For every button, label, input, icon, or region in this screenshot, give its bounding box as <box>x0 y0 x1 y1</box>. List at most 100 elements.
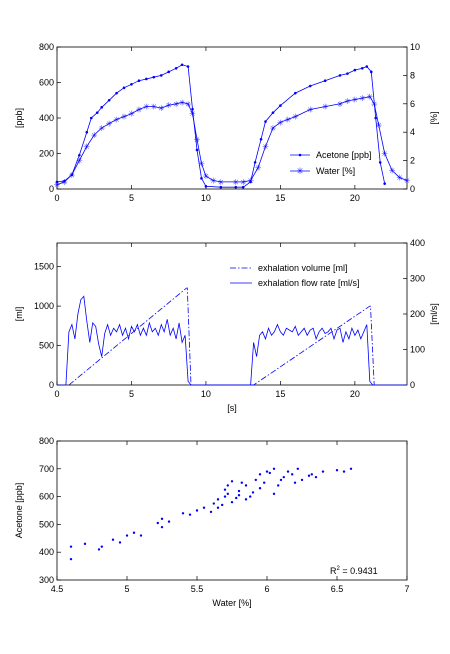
r-squared-sup: 2 <box>337 566 341 572</box>
legend-label-water: Water [%] <box>316 166 355 176</box>
scatter-point <box>310 473 313 476</box>
scatter-point <box>202 506 206 509</box>
water-point: ✳ <box>270 124 277 133</box>
acetone-point <box>249 180 252 184</box>
acetone-point <box>191 107 194 111</box>
chart1-yright-tick-label: 10 <box>410 42 420 52</box>
acetone-point <box>383 182 386 185</box>
scatter-point <box>223 495 227 498</box>
acetone-point <box>338 74 342 77</box>
water-point: ✳ <box>366 93 373 102</box>
water-point: ✳ <box>203 172 210 181</box>
acetone-point <box>95 111 99 114</box>
acetone-point <box>200 177 203 180</box>
chart3-x-tick-label: 6 <box>264 584 269 594</box>
chart2-yright-tick-label: 400 <box>410 238 425 248</box>
scatter-point <box>212 502 215 505</box>
chart2-yleft-tick-label: 1000 <box>34 301 54 311</box>
water-point: ✳ <box>76 157 83 166</box>
water-point: ✳ <box>277 118 284 127</box>
chart3-x-tick-label: 4.5 <box>51 584 64 594</box>
chart2-yleft-tick-label: 500 <box>39 341 54 351</box>
chart2-yright-tick-label: 200 <box>410 309 425 319</box>
acetone-point <box>361 67 364 70</box>
water-point: ✳ <box>217 178 224 187</box>
acetone-point <box>180 63 184 67</box>
water-point: ✳ <box>61 178 68 187</box>
water-point: ✳ <box>262 142 269 151</box>
chart1-x-tick-label: 20 <box>350 193 360 203</box>
acetone-point <box>259 138 263 141</box>
acetone-point <box>159 74 163 77</box>
water-point: ✳ <box>352 96 359 105</box>
scatter-point <box>188 513 192 516</box>
acetone-point <box>234 185 238 189</box>
chart1-x-tick-label: 0 <box>54 193 59 203</box>
water-point: ✳ <box>143 103 150 112</box>
acetone-point <box>130 82 133 86</box>
acetone-point <box>353 68 357 72</box>
acetone-point <box>308 84 312 88</box>
scatter-point <box>286 470 290 473</box>
scatter-point <box>216 506 220 509</box>
chart3-ylabel: Acetone [ppb] <box>14 483 24 539</box>
acetone-point <box>293 91 297 95</box>
water-point: ✳ <box>54 181 61 190</box>
chart1-x-tick-label: 5 <box>129 193 134 203</box>
acetone-point <box>89 116 93 120</box>
scatter-point <box>300 478 304 482</box>
acetone-point <box>152 75 156 79</box>
acetone-point <box>219 185 223 189</box>
scatter-point <box>111 538 115 541</box>
scatter-point <box>258 487 262 490</box>
water-point: ✳ <box>371 100 378 109</box>
acetone-point <box>167 70 171 74</box>
chart3-x-tick-label: 5.5 <box>191 584 204 594</box>
r-squared-annotation: R2 = 0.9431 <box>330 566 378 576</box>
water-point: ✳ <box>307 105 314 114</box>
legend-label-volume: exhalation volume [ml] <box>258 263 348 273</box>
chart1-yright-tick-label: 0 <box>410 184 415 194</box>
chart1-ylabel-left: [ppb] <box>14 108 24 128</box>
scatter-point <box>69 557 73 561</box>
scatter-point <box>314 475 318 479</box>
scatter-point <box>125 534 129 537</box>
scatter-point <box>263 481 266 484</box>
chart1-yleft-tick-label: 400 <box>39 113 54 123</box>
chart2-yright-tick-label: 300 <box>410 274 425 284</box>
chart2-xlabel: [s] <box>227 403 237 413</box>
chart3-y-tick-label: 600 <box>39 492 54 502</box>
acetone-point <box>145 77 148 81</box>
chart3-y-tick-label: 500 <box>39 519 54 529</box>
water-point: ✳ <box>173 100 180 109</box>
water-point: ✳ <box>322 103 329 112</box>
chart1-x-tick-label: 10 <box>201 193 211 203</box>
acetone-point <box>241 185 245 189</box>
water-point: ✳ <box>337 100 344 109</box>
acetone-point <box>369 70 373 74</box>
chart1-yleft-tick-label: 600 <box>39 78 54 88</box>
scatter-point <box>139 534 143 537</box>
scatter-point <box>223 488 227 491</box>
water-point: ✳ <box>198 159 205 168</box>
chart1-yleft-tick-label: 800 <box>39 42 54 52</box>
acetone-point <box>264 120 267 123</box>
acetone-point <box>137 79 141 83</box>
water-point: ✳ <box>150 103 157 112</box>
scatter-point <box>216 498 220 501</box>
acetone-point <box>374 116 378 120</box>
chart2-x-tick-label: 5 <box>129 389 134 399</box>
scatter-point <box>291 473 294 476</box>
water-point: ✳ <box>98 124 105 133</box>
chart2-yleft-tick-label: 1500 <box>34 262 54 272</box>
scatter-point <box>209 510 213 514</box>
legend-marker-water: ✳ <box>296 166 304 176</box>
chart1-yright-tick-label: 6 <box>410 99 415 109</box>
chart2-x-tick-label: 10 <box>201 389 211 399</box>
scatter-point <box>97 548 101 551</box>
water-point: ✳ <box>344 97 351 106</box>
scatter-point <box>230 480 234 483</box>
water-point: ✳ <box>404 176 411 185</box>
acetone-point <box>55 180 59 184</box>
